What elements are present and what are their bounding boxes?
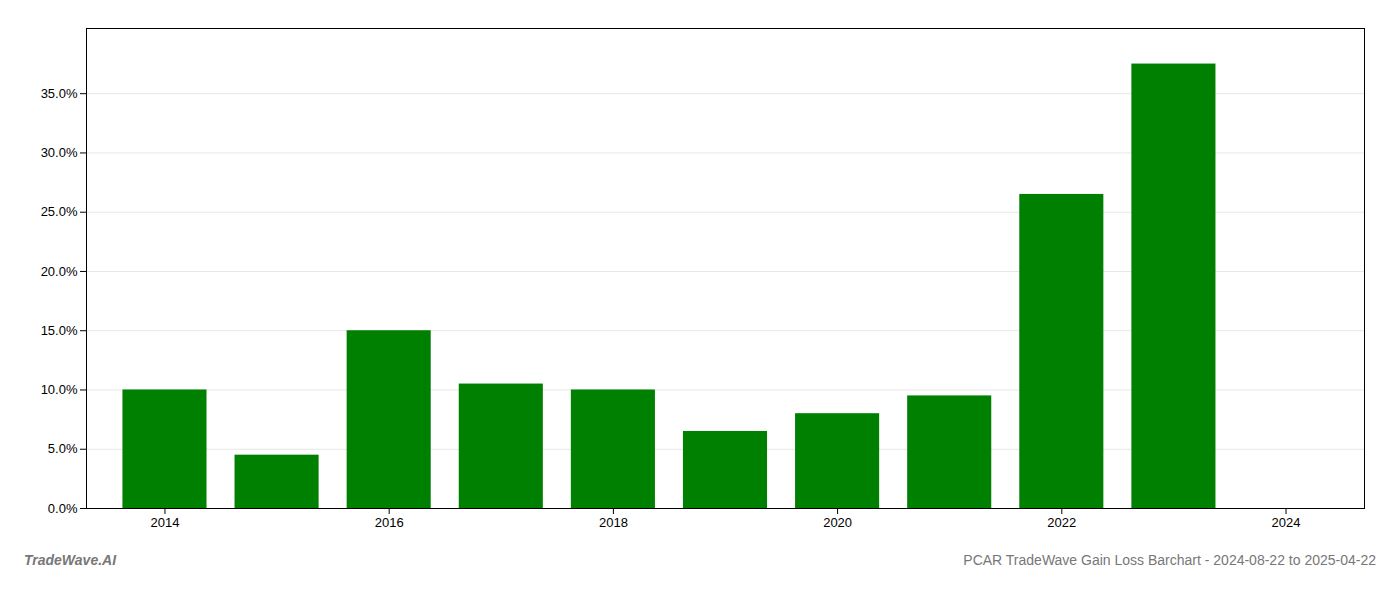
svg-text:15.0%: 15.0%: [41, 323, 78, 338]
svg-text:5.0%: 5.0%: [48, 441, 78, 456]
svg-text:2022: 2022: [1047, 515, 1076, 530]
svg-text:2016: 2016: [375, 515, 404, 530]
svg-text:2014: 2014: [151, 515, 180, 530]
svg-text:20.0%: 20.0%: [41, 264, 78, 279]
svg-text:30.0%: 30.0%: [41, 145, 78, 160]
svg-text:25.0%: 25.0%: [41, 204, 78, 219]
html-text:PCAR TradeWave Gain Loss Barch: PCAR TradeWave Gain Loss Barchart - 2024…: [963, 552, 1376, 568]
svg-text:0.0%: 0.0%: [48, 501, 78, 516]
svg-text:35.0%: 35.0%: [41, 86, 78, 101]
svg-text:2024: 2024: [1272, 515, 1301, 530]
svg-text:2020: 2020: [823, 515, 852, 530]
svg-text:2018: 2018: [599, 515, 628, 530]
svg-text:10.0%: 10.0%: [41, 382, 78, 397]
html-text:TradeWave.AI: TradeWave.AI: [24, 552, 117, 568]
